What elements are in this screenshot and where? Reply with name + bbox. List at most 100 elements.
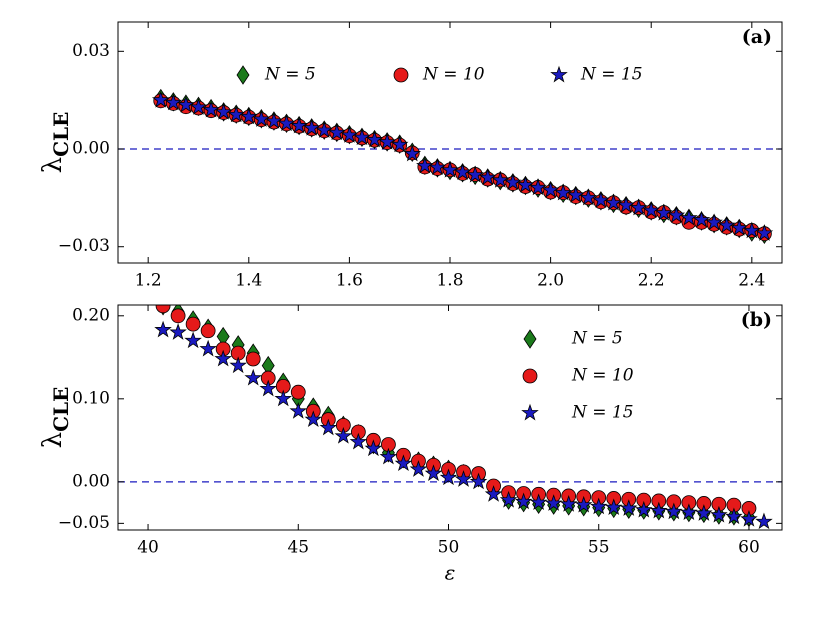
- marker-star: [229, 356, 247, 374]
- marker-star: [491, 171, 510, 188]
- y-tick-label: 0.03: [72, 41, 110, 61]
- marker-star: [665, 502, 683, 520]
- markers: [151, 88, 774, 245]
- x-axis-label: ε: [445, 561, 456, 585]
- marker-star: [695, 504, 713, 521]
- marker-star: [466, 165, 484, 183]
- legend-label: N = 10: [422, 65, 485, 85]
- marker-star: [277, 114, 296, 132]
- marker-star: [315, 121, 334, 138]
- marker-star: [725, 507, 743, 525]
- legend-label: N = 5: [264, 65, 316, 85]
- ylabel-symbol: λ: [38, 157, 68, 173]
- marker-circle: [393, 67, 409, 83]
- marker-circle: [170, 308, 186, 324]
- marker-star: [304, 410, 323, 428]
- x-tick-label: 1.4: [235, 271, 262, 291]
- marker-star: [680, 208, 698, 226]
- marker-star: [164, 93, 183, 111]
- marker-star: [214, 349, 232, 367]
- marker-star: [365, 130, 384, 148]
- marker-star: [617, 196, 635, 213]
- x-tick-label: 1.8: [436, 271, 463, 291]
- marker-star: [655, 203, 673, 221]
- marker-star: [484, 485, 503, 502]
- marker-star: [629, 198, 648, 216]
- marker-star: [390, 135, 409, 153]
- x-tick-label: 55: [588, 538, 610, 558]
- marker-star: [574, 495, 593, 513]
- x-tick-label: 40: [137, 538, 159, 558]
- x-tick-label: 1.6: [336, 271, 363, 291]
- marker-star: [252, 110, 271, 127]
- marker-circle: [155, 305, 171, 314]
- marker-star: [177, 95, 195, 113]
- y-tick-label: 0.00: [72, 471, 110, 491]
- marker-star: [439, 468, 458, 486]
- marker-star: [554, 183, 572, 201]
- marker-star: [559, 495, 578, 512]
- x-tick-label: 2.4: [738, 271, 765, 291]
- y-tick-label: 0.20: [72, 305, 110, 325]
- x-tick-label: 2.2: [638, 271, 665, 291]
- legend-label: N = 15: [571, 403, 634, 423]
- x-tick-label: 50: [438, 538, 460, 558]
- marker-star: [740, 509, 758, 527]
- marker-star: [504, 173, 522, 191]
- marker-star: [604, 193, 623, 211]
- marker-star: [529, 178, 547, 196]
- marker-star: [516, 175, 535, 193]
- marker-circle: [245, 351, 261, 367]
- marker-star: [717, 216, 736, 234]
- marker-star: [710, 505, 728, 523]
- legend-label: N = 15: [580, 65, 643, 85]
- marker-star: [394, 454, 413, 472]
- marker-star: [550, 65, 568, 83]
- marker-diamond: [236, 65, 250, 85]
- marker-star: [189, 98, 208, 115]
- marker-star: [184, 331, 202, 349]
- marker-star: [579, 188, 598, 206]
- marker-star: [202, 100, 220, 118]
- markers: [154, 305, 773, 530]
- marker-star: [705, 213, 723, 231]
- axes-frame: [117, 304, 783, 531]
- marker-star: [302, 118, 321, 136]
- marker-star: [274, 389, 293, 407]
- marker-star: [364, 439, 383, 457]
- legend-label: N = 10: [571, 366, 634, 386]
- marker-circle: [200, 323, 216, 339]
- marker-star: [199, 339, 217, 357]
- marker-star: [349, 432, 368, 450]
- axes-frame: [117, 21, 783, 264]
- marker-star: [353, 128, 371, 146]
- marker-star: [544, 494, 563, 511]
- marker-star: [424, 464, 443, 481]
- marker-star: [478, 168, 497, 186]
- marker-star: [755, 224, 774, 241]
- marker-star: [589, 497, 608, 515]
- marker-star: [154, 320, 172, 338]
- marker-star: [755, 512, 773, 530]
- marker-star: [604, 498, 623, 516]
- ylabel-symbol: λ: [38, 432, 68, 448]
- marker-star: [319, 418, 338, 436]
- x-tick-label: 45: [287, 538, 309, 558]
- x-tick-label: 1.2: [135, 271, 162, 291]
- marker-star: [541, 181, 560, 198]
- marker-star: [730, 218, 749, 236]
- marker-star: [441, 160, 459, 178]
- marker-star: [265, 112, 283, 129]
- marker-star: [635, 500, 653, 518]
- marker-star: [667, 206, 686, 223]
- marker-star: [328, 123, 346, 141]
- panel-label: (a): [742, 26, 772, 48]
- marker-star: [379, 447, 398, 465]
- y-tick-label: −0.05: [58, 513, 110, 533]
- marker-star: [529, 493, 548, 511]
- marker-circle: [185, 316, 201, 332]
- marker-star: [428, 158, 447, 176]
- y-tick-label: 0.00: [72, 139, 110, 159]
- marker-star: [403, 144, 422, 162]
